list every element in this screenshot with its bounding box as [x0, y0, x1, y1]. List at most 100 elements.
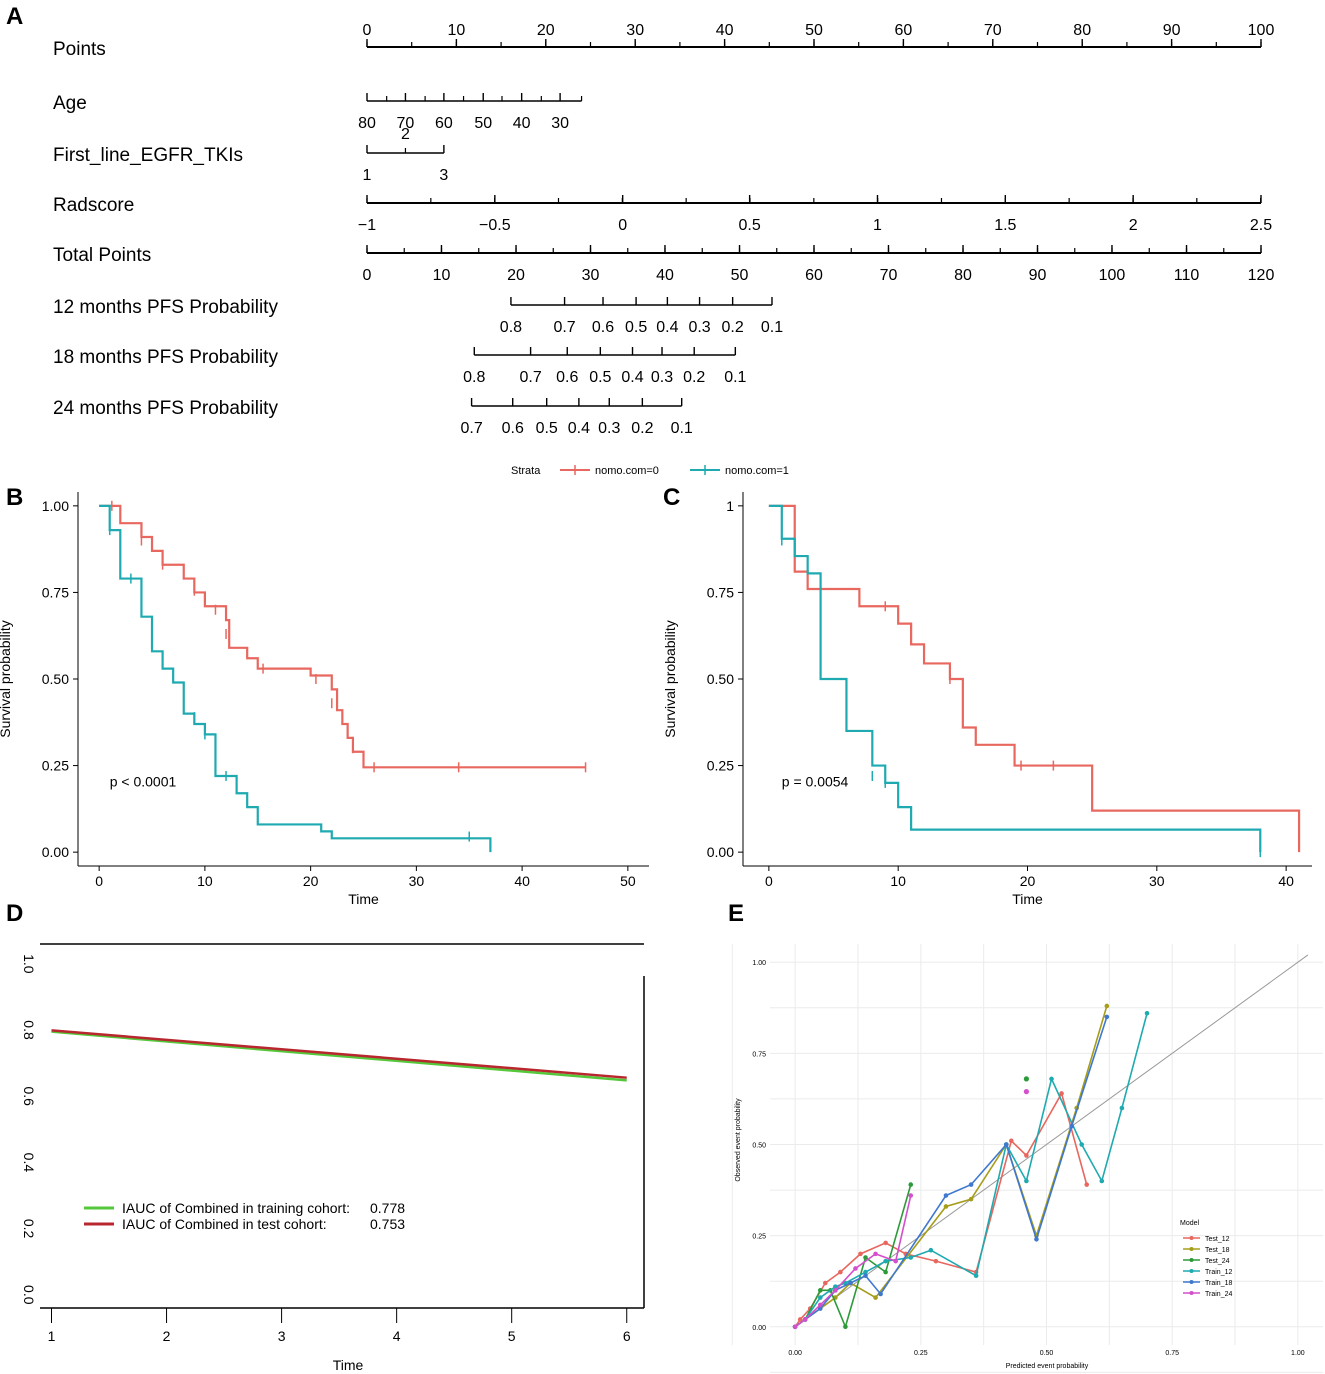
y-tick-label: 0.25: [707, 758, 734, 774]
nomogram-tick-label: 10: [433, 267, 451, 284]
nomogram-tick-label: 0: [363, 22, 372, 39]
p-value-annotation: p < 0.0001: [110, 773, 177, 789]
y-tick-label: 0.50: [707, 671, 734, 687]
y-tick-label: 0.2: [21, 1219, 37, 1239]
nomogram-tick-label: 1: [363, 167, 372, 184]
nomogram-tick-label: 0.1: [671, 420, 693, 437]
x-tick-label: 10: [890, 873, 906, 889]
nomogram-tick-label: 0.5: [625, 319, 647, 336]
y-tick-label: 0.50: [752, 1143, 766, 1150]
calib-point: [823, 1280, 828, 1286]
y-axis-title: Survival probability: [662, 620, 678, 738]
y-tick-label: 0.4: [21, 1153, 37, 1173]
calib-point: [1084, 1182, 1090, 1187]
calib-point: [792, 1324, 798, 1330]
calib-point: [968, 1182, 974, 1187]
nomogram-tick-label: 0.6: [592, 319, 614, 336]
nomogram-tick-label: 50: [731, 267, 749, 284]
panel-label-d: D: [6, 900, 23, 927]
auc-plot-d: 0.0 0.2 0.4 0.6 0.8 1.0 1 2 3 4 5 6 Time IAUC of Comb…: [21, 943, 645, 1373]
nomogram-tick-label: 0.4: [656, 319, 678, 336]
nomogram-tick-label: 20: [537, 22, 555, 39]
y-tick-label: 1.00: [42, 498, 69, 514]
x-tick-label: 40: [514, 873, 530, 889]
calib-point: [848, 1280, 853, 1286]
calib-point: [1079, 1142, 1084, 1147]
calib-point: [1024, 1178, 1029, 1184]
calib-point: [943, 1193, 949, 1198]
calib-point: [908, 1255, 914, 1260]
auc-line-1: [51, 1029, 627, 1079]
nomogram-tick-label: 0.7: [460, 420, 482, 437]
nomogram-tick-label: 0.7: [519, 369, 541, 386]
legend-swatch-point: [1189, 1247, 1194, 1251]
x-axis-title: Time: [348, 891, 379, 907]
y-tick-label: 0.00: [707, 844, 734, 860]
strata-legend: Strata nomo.com=0 nomo.com=1: [511, 465, 789, 477]
nomogram-tick-label: 1.5: [994, 217, 1016, 234]
nomogram-tick-label: 80: [1073, 22, 1091, 39]
nomogram-tick-label: −0.5: [479, 217, 511, 234]
y-tick-label: 0.00: [752, 1325, 766, 1332]
calib-point: [1144, 1010, 1150, 1016]
calib-point: [933, 1258, 939, 1264]
calib-point: [1069, 1123, 1074, 1129]
calib-point: [878, 1291, 883, 1297]
legend-label: Test_18: [1205, 1247, 1230, 1254]
nomogram-row-label: Age: [53, 93, 87, 114]
calib-point: [817, 1295, 823, 1300]
x-tick-label: 40: [1278, 873, 1294, 889]
y-tick-label: 0.8: [21, 1020, 37, 1040]
x-tick-label: 6: [623, 1328, 631, 1344]
legend-label: IAUC of Combined in test cohort:: [122, 1216, 327, 1232]
panel-label-c: C: [663, 484, 680, 511]
calib-point: [863, 1269, 868, 1275]
nomogram-tick-label: 0.4: [568, 420, 590, 437]
nomogram-tick-label: 40: [716, 22, 734, 39]
calib-point: [908, 1182, 914, 1187]
y-tick-label: 1.00: [752, 960, 766, 967]
calib-isolated-point: [1023, 1076, 1029, 1082]
calib-point: [908, 1193, 914, 1198]
nomogram-tick-label: 10: [448, 22, 466, 39]
calib-point: [838, 1269, 843, 1275]
y-tick-label: 0.0: [21, 1285, 37, 1305]
calib-point: [1024, 1153, 1029, 1158]
nomogram-tick-label: 1: [873, 217, 882, 234]
legend-label: Test_12: [1205, 1236, 1230, 1243]
nomogram-tick-label: 80: [358, 115, 376, 132]
calib-point: [817, 1288, 823, 1293]
calib-point: [943, 1204, 949, 1209]
nomogram-tick-label: 70: [880, 267, 898, 284]
legend-label: IAUC of Combined in training cohort:: [122, 1200, 350, 1216]
nomogram-row-label: Points: [53, 39, 106, 60]
calib-point: [858, 1251, 863, 1257]
km-curve-nomo.com=1: [768, 504, 1262, 853]
strata-legend-label-0: nomo.com=0: [595, 465, 659, 477]
calib-point: [883, 1240, 888, 1246]
y-tick-label: 0.75: [752, 1051, 766, 1058]
legend-swatch-point: [1189, 1280, 1194, 1284]
calib-point: [1009, 1138, 1014, 1144]
calib-point: [883, 1258, 888, 1264]
nomogram-tick-label: 0.2: [683, 369, 705, 386]
legend-swatch-point: [1189, 1258, 1194, 1262]
x-tick-label: 5: [508, 1328, 516, 1344]
nomogram-tick-label: 0.8: [500, 319, 522, 336]
nomogram-tick-label: 50: [805, 22, 823, 39]
panel-label-b: B: [6, 484, 23, 511]
x-tick-label: 0.50: [1040, 1350, 1054, 1357]
strata-legend-title: Strata: [511, 465, 541, 477]
calib-point: [1059, 1091, 1064, 1096]
calib-point: [802, 1317, 808, 1322]
x-tick-label: 1.00: [1291, 1350, 1305, 1357]
nomogram-tick-label: 60: [805, 267, 823, 284]
nomogram-row-label: 24 months PFS Probability: [53, 398, 278, 419]
nomogram-tick-label: 2.5: [1250, 217, 1272, 234]
nomogram-tick-label: 40: [513, 115, 531, 132]
legend-label: Train_12: [1205, 1269, 1232, 1276]
nomogram-tick-label: 0: [618, 217, 627, 234]
calib-point: [817, 1306, 823, 1311]
